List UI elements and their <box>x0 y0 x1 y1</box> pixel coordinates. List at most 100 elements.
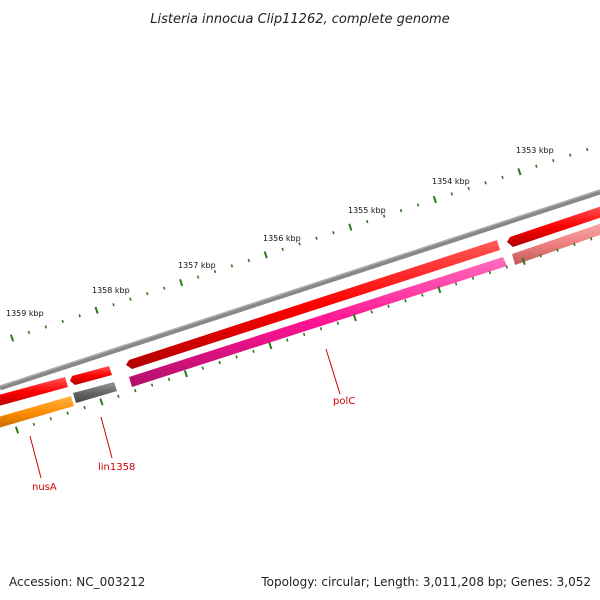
outer-ring-minor-tick <box>163 286 166 290</box>
cds-feature-left <box>0 377 68 406</box>
inner-ring-minor-tick <box>167 377 171 382</box>
outer-ring-minor-tick <box>230 264 234 268</box>
inner-ring-minor-tick <box>252 349 255 353</box>
inner-ring-minor-tick <box>285 338 289 342</box>
polC-leader-line <box>325 348 341 395</box>
outer-ring-major-tick <box>517 168 522 176</box>
inner-ring-minor-tick <box>133 388 137 393</box>
outer-ring-minor-tick <box>78 314 81 318</box>
outer-ring-minor-tick <box>196 275 200 279</box>
outer-ring-major-tick <box>9 334 15 342</box>
inner-ring-minor-tick <box>488 270 492 275</box>
inner-ring-minor-tick <box>302 332 306 337</box>
inner-ring-minor-tick <box>454 282 458 286</box>
inner-ring-minor-tick <box>319 327 323 331</box>
lin1358-leader-line <box>100 416 113 459</box>
genome-summary-text: Topology: circular; Length: 3,011,208 bp… <box>260 575 591 589</box>
outer-ring-minor-tick <box>112 303 115 307</box>
gene-nusA-bar <box>0 396 74 428</box>
inner-ring-major-tick <box>14 426 20 434</box>
cds-feature-small <box>70 366 112 385</box>
inner-ring-minor-tick <box>218 360 221 365</box>
inner-ring-minor-tick <box>336 321 340 325</box>
cds-feature-right <box>507 206 600 247</box>
map-title: Listeria innocua Clip11262, complete gen… <box>150 12 449 27</box>
tick-label-1359: 1359 kbp <box>6 309 44 318</box>
outer-ring-major-tick <box>263 251 268 259</box>
gene-labels: polC lin1358 nusA <box>29 348 355 493</box>
inner-ring-minor-tick <box>32 422 36 427</box>
backbone-line <box>0 189 600 391</box>
outer-tick-ring <box>9 147 589 342</box>
inner-ring-minor-tick <box>201 366 205 370</box>
gene-lin1358-bar <box>73 382 117 403</box>
outer-ring-minor-tick <box>315 236 318 240</box>
outer-ring-minor-tick <box>61 319 64 324</box>
outer-ring-minor-tick <box>365 219 369 224</box>
inner-ring-minor-tick <box>83 405 86 410</box>
inner-ring-minor-tick <box>49 417 53 421</box>
inner-ring-major-tick <box>521 257 526 266</box>
tick-label-1357: 1357 kbp <box>178 261 216 270</box>
gene-polC-bar <box>129 257 507 387</box>
inner-ring-major-tick <box>99 398 104 406</box>
outer-ring-minor-tick <box>382 214 386 218</box>
inner-ring-major-tick <box>268 342 273 350</box>
gene-label-polC: polC <box>333 396 355 407</box>
inner-ring-minor-tick <box>387 304 390 309</box>
accession-text: Accession: NC_003212 <box>9 575 145 589</box>
outer-ring-minor-tick <box>416 203 420 207</box>
outer-ring-major-tick <box>179 278 184 287</box>
outer-ring-minor-tick <box>213 269 217 274</box>
inner-ring-major-tick <box>352 313 357 322</box>
tick-labels: 1353 kbp 1354 kbp 1355 kbp 1356 kbp 1357… <box>6 146 554 318</box>
outer-ring-minor-tick <box>332 231 335 235</box>
outer-ring-minor-tick <box>247 258 251 263</box>
inner-ring-minor-tick <box>539 254 542 258</box>
gene-right-salmon-bar <box>512 223 600 265</box>
outer-ring-minor-tick <box>568 153 572 157</box>
outer-ring-major-tick <box>348 223 353 231</box>
inner-ring-major-tick <box>183 370 188 378</box>
inner-ring-minor-tick <box>404 299 407 303</box>
outer-ring-minor-tick <box>467 186 470 191</box>
tick-label-1356: 1356 kbp <box>263 234 301 243</box>
outer-ring-minor-tick <box>535 164 538 168</box>
gene-label-lin1358: lin1358 <box>98 462 135 473</box>
inner-ring-minor-tick <box>471 276 475 280</box>
outer-ring-minor-tick <box>399 208 403 213</box>
inner-ring-minor-tick <box>421 293 424 297</box>
outer-ring-minor-tick <box>501 175 504 179</box>
outer-ring-minor-tick <box>129 297 132 301</box>
outer-ring-minor-tick <box>552 159 555 163</box>
outer-ring-minor-tick <box>484 181 487 185</box>
inner-ring-minor-tick <box>590 237 593 241</box>
inner-ring-minor-tick <box>505 265 509 269</box>
inner-ring-minor-tick <box>370 310 373 314</box>
inner-ring-minor-tick <box>117 394 120 398</box>
tick-label-1355: 1355 kbp <box>348 206 386 215</box>
outer-ring-major-tick <box>432 195 437 204</box>
nusA-leader-line <box>29 435 42 479</box>
outer-ring-minor-tick <box>585 147 589 152</box>
cds-feature-long <box>126 240 500 369</box>
inner-ring-major-tick <box>437 285 442 294</box>
forward-strand-features <box>0 206 600 406</box>
inner-ring-minor-tick <box>235 355 238 359</box>
inner-ring-minor-tick <box>150 383 154 387</box>
tick-label-1354: 1354 kbp <box>432 177 470 186</box>
inner-ring-minor-tick <box>573 242 576 247</box>
outer-ring-minor-tick <box>27 330 31 335</box>
inner-ring-minor-tick <box>66 411 69 415</box>
outer-ring-major-tick <box>94 306 99 314</box>
tick-label-1353: 1353 kbp <box>516 146 554 155</box>
outer-ring-minor-tick <box>298 242 301 246</box>
outer-ring-minor-tick <box>146 291 149 296</box>
tick-label-1358: 1358 kbp <box>92 286 130 295</box>
inner-tick-ring <box>14 237 593 434</box>
outer-ring-minor-tick <box>450 192 454 196</box>
inner-ring-minor-tick <box>556 248 559 252</box>
outer-ring-minor-tick <box>281 247 284 252</box>
reverse-strand-features <box>0 223 600 428</box>
